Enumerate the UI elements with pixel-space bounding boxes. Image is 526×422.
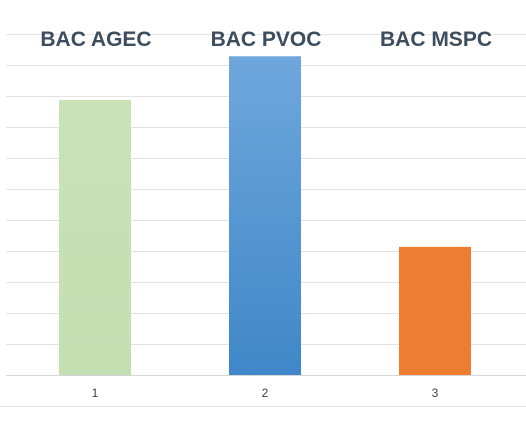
bar-1 — [59, 100, 131, 375]
x-tick-label: 3 — [432, 386, 439, 400]
bar-3 — [399, 246, 471, 375]
x-tick-label: 1 — [92, 386, 99, 400]
x-axis: 1 2 3 — [0, 375, 526, 407]
category-label: BAC AGEC — [40, 28, 151, 51]
x-tick-label: 2 — [262, 386, 269, 400]
category-label: BAC PVOC — [211, 28, 322, 51]
category-label: BAC MSPC — [380, 28, 492, 51]
category-labels: BAC AGEC BAC PVOC BAC MSPC — [40, 28, 492, 51]
bar-2 — [229, 56, 301, 375]
bars — [59, 56, 471, 375]
